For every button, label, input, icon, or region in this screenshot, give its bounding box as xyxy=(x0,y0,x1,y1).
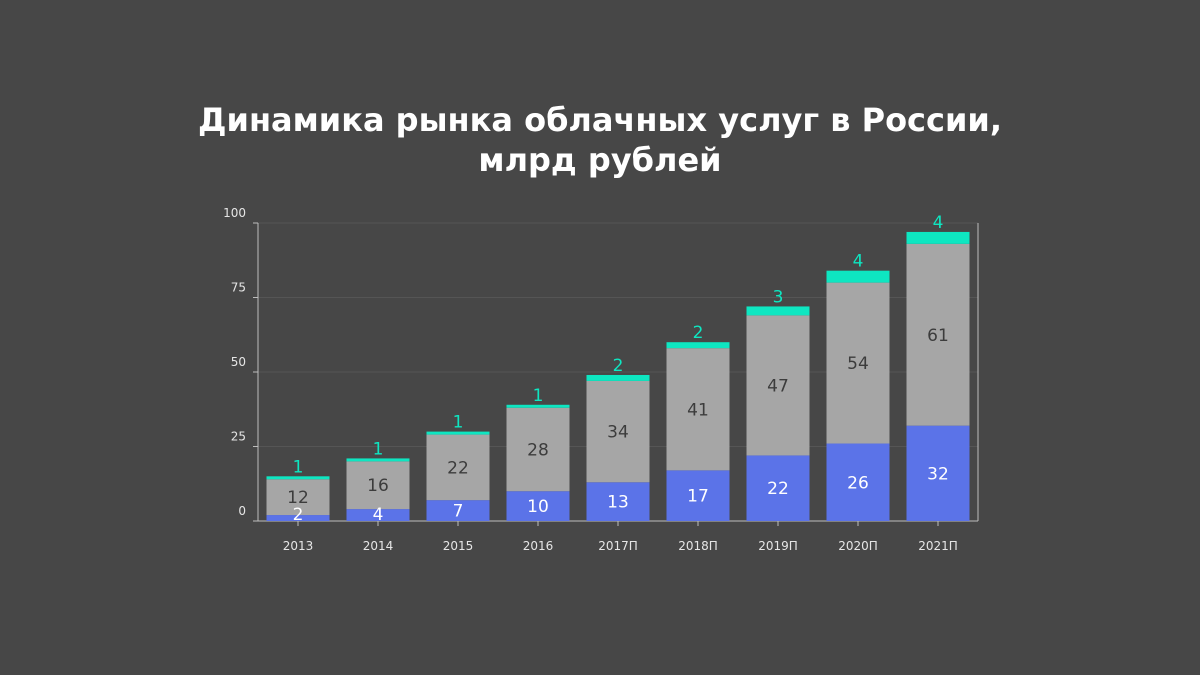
value-label-2020П-s2: 54 xyxy=(847,354,869,374)
bar-segment-2017П-s1 xyxy=(586,482,650,521)
value-label-2014-s3: 1 xyxy=(373,439,384,459)
value-label-2019П-s1: 22 xyxy=(767,479,789,499)
x-tick-label-2021П: 2021П xyxy=(918,539,958,553)
bar-segment-2016-s3 xyxy=(506,404,570,408)
value-label-2019П-s2: 47 xyxy=(767,376,789,396)
bar-segment-2014-s3 xyxy=(346,458,410,462)
bar-segment-2016-s2 xyxy=(506,407,570,492)
x-tick-label-2017П: 2017П xyxy=(598,539,638,553)
bar-segment-2015-s3 xyxy=(426,431,490,435)
bar-segment-2013-s1 xyxy=(266,515,330,521)
y-tick-label-4: 100 xyxy=(223,206,246,220)
bar-segment-2017П-s2 xyxy=(586,380,650,483)
bar-segment-2018П-s3 xyxy=(666,342,730,349)
value-label-2016-s3: 1 xyxy=(533,386,544,406)
x-tick-label-2014: 2014 xyxy=(363,539,394,553)
value-label-2020П-s3: 4 xyxy=(853,252,864,272)
bar-segment-2014-s1 xyxy=(346,509,410,521)
y-tick-label-0: 0 xyxy=(238,504,246,518)
value-label-2013-s1: 2 xyxy=(293,505,304,525)
value-label-2014-s1: 4 xyxy=(373,505,384,525)
bar-segment-2021П-s3 xyxy=(906,231,970,244)
bar-segment-2020П-s3 xyxy=(826,270,890,283)
value-label-2020П-s1: 26 xyxy=(847,473,869,493)
bar-segment-2018П-s1 xyxy=(666,470,730,521)
bar-segment-2021П-s2 xyxy=(906,243,970,426)
bar-segment-2015-s2 xyxy=(426,434,490,501)
x-tick-label-2020П: 2020П xyxy=(838,539,878,553)
value-label-2018П-s2: 41 xyxy=(687,400,709,420)
bar-segment-2019П-s2 xyxy=(746,315,810,456)
bar-segment-2013-s3 xyxy=(266,476,330,480)
value-label-2017П-s1: 13 xyxy=(607,493,629,513)
value-label-2013-s3: 1 xyxy=(293,457,304,477)
bar-segment-2014-s2 xyxy=(346,461,410,510)
x-tick-label-2016: 2016 xyxy=(523,539,554,553)
value-label-2021П-s1: 32 xyxy=(927,464,949,484)
value-label-2019П-s3: 3 xyxy=(773,287,784,307)
value-label-2018П-s3: 2 xyxy=(693,323,704,343)
x-tick-label-2019П: 2019П xyxy=(758,539,798,553)
value-label-2017П-s3: 2 xyxy=(613,356,624,376)
bar-segment-2017П-s3 xyxy=(586,374,650,381)
bar-segment-2018П-s2 xyxy=(666,348,730,471)
value-label-2013-s2: 12 xyxy=(287,488,309,508)
value-label-2015-s2: 22 xyxy=(447,458,469,478)
value-label-2016-s2: 28 xyxy=(527,440,549,460)
y-tick-label-2: 50 xyxy=(231,355,246,369)
bar-segment-2019П-s3 xyxy=(746,306,810,316)
y-tick-label-1: 25 xyxy=(231,430,246,444)
value-label-2021П-s3: 4 xyxy=(933,213,944,233)
bar-segment-2016-s1 xyxy=(506,491,570,521)
bar-segment-2013-s2 xyxy=(266,479,330,516)
y-tick-label-3: 75 xyxy=(231,281,246,295)
value-label-2016-s1: 10 xyxy=(527,497,549,517)
chart-title-line1: Динамика рынка облачных услуг в России, xyxy=(198,101,1002,139)
bar-segment-2020П-s1 xyxy=(826,443,890,521)
bar-segment-2020П-s2 xyxy=(826,282,890,444)
x-tick-label-2015: 2015 xyxy=(443,539,474,553)
bar-segment-2019П-s1 xyxy=(746,455,810,521)
value-label-2017П-s2: 34 xyxy=(607,423,629,443)
value-label-2015-s3: 1 xyxy=(453,413,464,433)
value-label-2018П-s1: 17 xyxy=(687,487,709,507)
chart-title-line2: млрд рублей xyxy=(478,141,722,179)
x-tick-label-2013: 2013 xyxy=(283,539,314,553)
value-label-2015-s1: 7 xyxy=(453,502,464,522)
value-label-2014-s2: 16 xyxy=(367,476,389,496)
chart-title: Динамика рынка облачных услуг в России, … xyxy=(0,100,1200,180)
x-tick-label-2018П: 2018П xyxy=(678,539,718,553)
value-label-2021П-s2: 61 xyxy=(927,326,949,346)
bar-segment-2015-s1 xyxy=(426,500,490,521)
bar-segment-2021П-s1 xyxy=(906,425,970,521)
